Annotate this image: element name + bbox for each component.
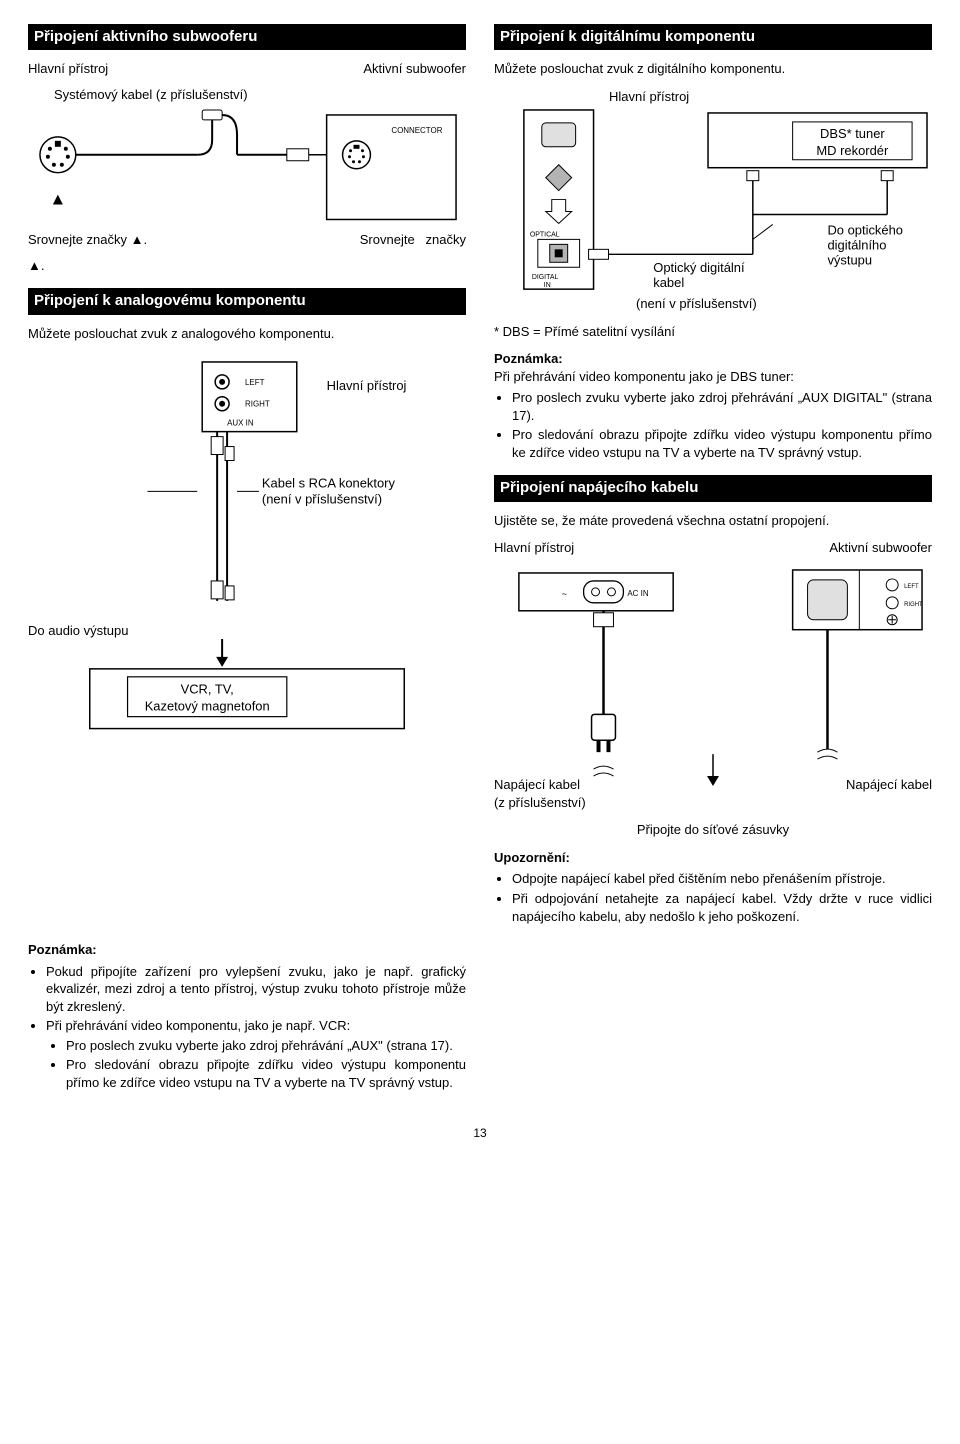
- warning-item: Při odpojování netahejte za napájecí kab…: [512, 890, 932, 925]
- diagram-rca: LEFT RIGHT AUX IN Hlavní přístroj Kabel …: [28, 352, 466, 611]
- heading-subwoofer: Připojení aktivního subwooferu: [28, 24, 466, 50]
- bottom-note-list: Pokud připojíte zařízení pro vylepšení z…: [28, 963, 466, 1092]
- svg-text:LEFT: LEFT: [904, 584, 919, 590]
- bottom-sub-item: Pro poslech zvuku vyberte jako zdroj pře…: [66, 1037, 466, 1055]
- svg-text:IN: IN: [544, 283, 551, 290]
- label-power-cable-left: Napájecí kabel: [494, 776, 586, 794]
- svg-text:DIGITAL: DIGITAL: [532, 275, 559, 282]
- text-dbs-note: * DBS = Přímé satelitní vysílání: [494, 323, 932, 341]
- text-analog-desc: Můžete poslouchat zvuk z analogového kom…: [28, 325, 466, 343]
- connector-text: CONNECTOR: [391, 126, 442, 135]
- diagram-digital: OPTICAL DIGITAL IN DBS* tuner MD rekordé…: [494, 105, 932, 294]
- warning-item: Odpojte napájecí kabel před čištěním neb…: [512, 870, 932, 888]
- heading-power: Připojení napájecího kabelu: [494, 475, 932, 501]
- svg-text:AC IN: AC IN: [627, 589, 648, 598]
- subwoofer-label-row: Hlavní přístroj Aktivní subwoofer: [28, 60, 466, 78]
- diagram-power: ~ AC IN LEFT RIGHT: [494, 565, 932, 794]
- bottom-note-item: Při přehrávání video komponentu, jako je…: [46, 1017, 466, 1091]
- label-active-subwoofer: Aktivní subwoofer: [363, 60, 466, 78]
- label-align-left: Srovnejte značky ▲.: [28, 231, 147, 249]
- align-row: Srovnejte značky ▲. Srovnejte značky: [28, 231, 466, 249]
- warning-list: Odpojte napájecí kabel před čištěním neb…: [494, 870, 932, 925]
- bottom-sub-list: Pro poslech zvuku vyberte jako zdroj pře…: [46, 1037, 466, 1092]
- svg-text:MD rekordér: MD rekordér: [816, 143, 889, 158]
- svg-text:Kazetový magnetofon: Kazetový magnetofon: [145, 699, 270, 714]
- power-label-row: Hlavní přístroj Aktivní subwoofer: [494, 539, 932, 557]
- warning-heading: Upozornění:: [494, 850, 570, 865]
- svg-text:Kabel s RCA konektory: Kabel s RCA konektory: [262, 476, 396, 491]
- note-item: Pro sledování obrazu připojte zdířku vid…: [512, 426, 932, 461]
- svg-text:AUX IN: AUX IN: [227, 419, 254, 428]
- svg-text:OPTICAL: OPTICAL: [530, 232, 560, 239]
- bottom-sub-item: Pro sledování obrazu připojte zdířku vid…: [66, 1056, 466, 1091]
- heading-digital: Připojení k digitálnímu komponentu: [494, 24, 932, 50]
- label-not-included: (není v příslušenství): [636, 295, 932, 313]
- label-plug-to-mains: Připojte do síťové zásuvky: [494, 821, 932, 839]
- svg-text:RIGHT: RIGHT: [245, 400, 270, 409]
- label-power-cable-right: Napájecí kabel: [846, 776, 932, 811]
- svg-text:~: ~: [562, 589, 567, 599]
- svg-text:digitálního: digitálního: [827, 238, 886, 253]
- svg-text:DBS* tuner: DBS* tuner: [820, 126, 885, 141]
- text-power-desc: Ujistěte se, že máte provedená všechna o…: [494, 512, 932, 530]
- diagram-subwoofer-cable: CONNECTOR: [28, 105, 466, 224]
- svg-text:(není v příslušenství): (není v příslušenství): [262, 492, 382, 507]
- heading-analog: Připojení k analogovému komponentu: [28, 288, 466, 314]
- svg-text:Hlavní přístroj: Hlavní přístroj: [327, 378, 407, 393]
- label-audio-out: Do audio výstupu: [28, 622, 466, 640]
- diagram-vcr-box: VCR, TV, Kazetový magnetofon: [28, 639, 466, 739]
- svg-text:VCR, TV,: VCR, TV,: [181, 682, 234, 697]
- svg-text:RIGHT: RIGHT: [904, 602, 923, 608]
- label-subwoofer-p: Aktivní subwoofer: [829, 539, 932, 557]
- note-list-1: Pro poslech zvuku vyberte jako zdroj pře…: [494, 389, 932, 461]
- svg-text:kabel: kabel: [653, 276, 684, 291]
- svg-text:Do optického: Do optického: [827, 223, 903, 238]
- svg-text:výstupu: výstupu: [827, 253, 872, 268]
- svg-text:Optický digitální: Optický digitální: [653, 261, 745, 276]
- label-align-right: Srovnejte značky: [360, 231, 466, 249]
- label-main-unit-p: Hlavní přístroj: [494, 539, 574, 557]
- text-digital-desc: Můžete poslouchat zvuk z digitálního kom…: [494, 60, 932, 78]
- label-power-cable-left2: (z příslušenství): [494, 794, 586, 812]
- label-align-tri: ▲.: [28, 257, 466, 275]
- note-heading-1: Poznámka:: [494, 351, 563, 366]
- label-main-unit: Hlavní přístroj: [28, 60, 108, 78]
- bottom-note-item: Pokud připojíte zařízení pro vylepšení z…: [46, 963, 466, 1016]
- svg-text:LEFT: LEFT: [245, 378, 265, 387]
- label-main-unit-r: Hlavní přístroj: [609, 88, 932, 106]
- page-number: 13: [28, 1125, 932, 1141]
- label-system-cable: Systémový kabel (z příslušenství): [54, 86, 466, 104]
- note-lead: Při přehrávání video komponentu jako je …: [494, 368, 932, 386]
- note-item: Pro poslech zvuku vyberte jako zdroj pře…: [512, 389, 932, 424]
- note-heading-bottom: Poznámka:: [28, 942, 97, 957]
